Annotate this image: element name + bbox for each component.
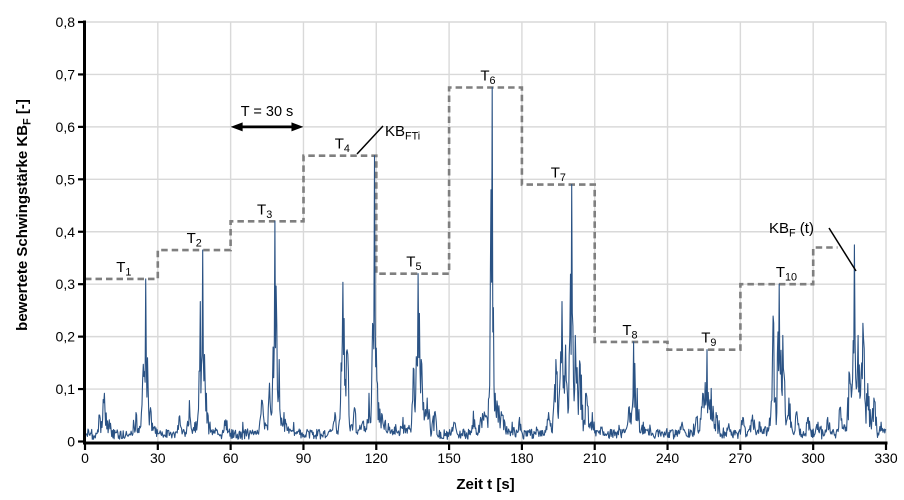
x-tick-label: 0: [81, 450, 89, 466]
x-tick-label: 240: [656, 450, 680, 466]
interval-label: T1: [116, 259, 131, 279]
period-arrow-right-head: [291, 122, 304, 132]
y-tick-label: 0,5: [56, 171, 76, 187]
period-arrow-left-head: [230, 122, 243, 132]
y-tick-label: 0,6: [56, 119, 76, 135]
y-tick-label: 0,7: [56, 66, 76, 82]
y-axis-title: bewertete Schwingstärke KBF [-]: [14, 99, 34, 331]
kbfti-annotation-label: KBFTi: [385, 123, 420, 143]
interval-label: T4: [335, 136, 350, 156]
x-tick-label: 150: [437, 450, 461, 466]
x-tick-label: 60: [223, 450, 239, 466]
interval-label: T9: [701, 330, 716, 350]
interval-label: T10: [776, 264, 797, 284]
interval-label: T2: [187, 230, 202, 250]
x-tick-label: 180: [510, 450, 534, 466]
x-tick-label: 90: [296, 450, 312, 466]
y-tick-label: 0: [67, 434, 75, 450]
x-tick-label: 270: [729, 450, 753, 466]
kbfti-leader-line: [356, 125, 384, 155]
interval-label: T6: [480, 68, 495, 88]
kbft-annotation-label: KBF (t): [769, 220, 814, 240]
x-tick-label: 330: [874, 450, 898, 466]
interval-label: T3: [257, 201, 272, 221]
kbfti-step-line: [85, 86, 838, 351]
interval-label: T7: [551, 165, 566, 185]
x-tick-label: 120: [365, 450, 389, 466]
y-tick-label: 0,4: [56, 224, 76, 240]
kbf-signal-line: [84, 86, 887, 440]
x-axis-title: Zeit t [s]: [456, 476, 514, 493]
x-tick-label: 300: [802, 450, 826, 466]
x-tick-label: 210: [583, 450, 607, 466]
y-tick-label: 0,3: [56, 276, 76, 292]
kbft-leader-line: [828, 227, 857, 272]
y-tick-label: 0,1: [56, 381, 76, 397]
period-arrow-label: T = 30 s: [241, 104, 294, 120]
x-tick-label: 30: [150, 450, 166, 466]
y-tick-label: 0,2: [56, 329, 76, 345]
interval-label: T8: [622, 322, 637, 342]
interval-label: T5: [406, 254, 421, 274]
y-tick-label: 0,8: [56, 14, 76, 30]
